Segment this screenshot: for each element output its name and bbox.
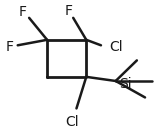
Text: Cl: Cl — [109, 40, 123, 54]
Text: Si: Si — [119, 77, 132, 91]
Text: Cl: Cl — [65, 115, 78, 129]
Text: F: F — [19, 5, 27, 19]
Text: F: F — [5, 40, 14, 54]
Text: F: F — [64, 4, 72, 18]
